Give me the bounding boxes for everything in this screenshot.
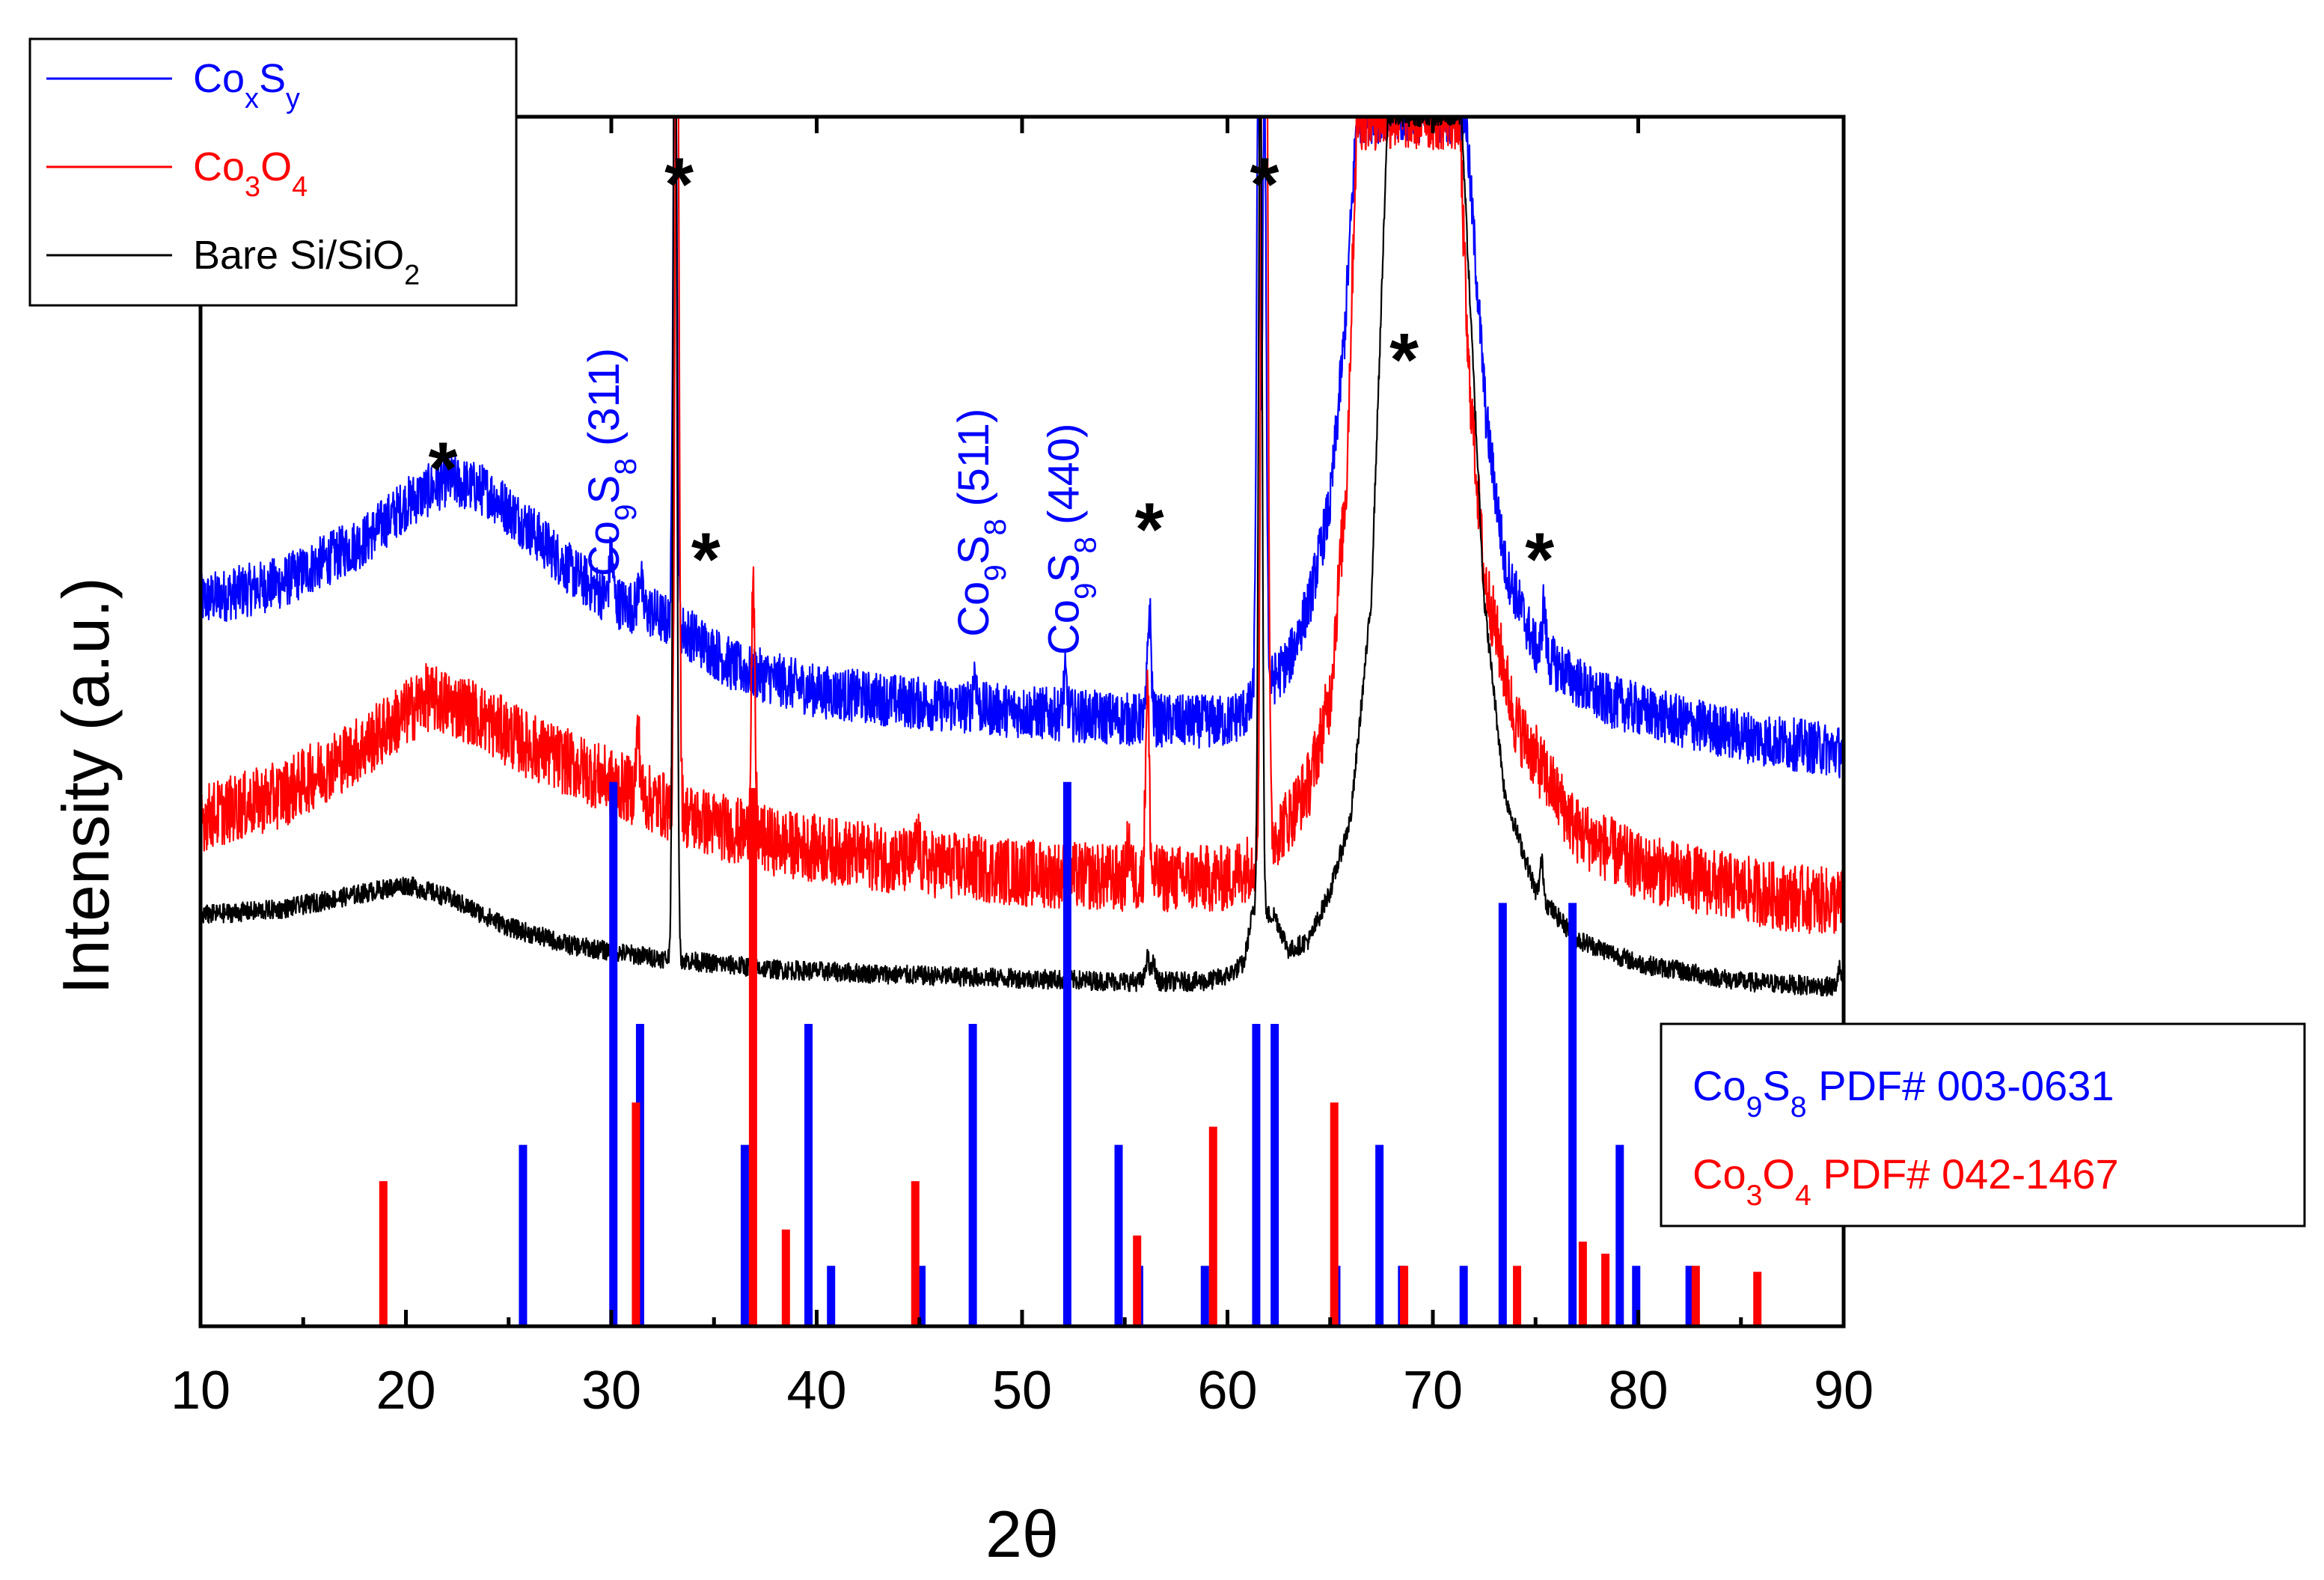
substrate-peak-marker: * [1525,518,1554,602]
reference-bars [379,781,1762,1326]
x-axis-title: 2θ [985,1497,1059,1571]
series-line-coxsy [201,117,1844,778]
x-tick-label: 90 [1814,1361,1874,1421]
substrate-peak-marker: * [1389,318,1419,402]
substrate-peak-marker: * [664,143,694,227]
legend-label: CoxSy [193,56,300,115]
peak-annotation: Co9S8 (311) [580,348,643,576]
x-tick-label: 10 [171,1361,230,1421]
legend-box [28,37,518,307]
x-tick-label: 80 [1608,1361,1668,1421]
x-tick-label: 40 [786,1361,846,1421]
substrate-peak-marker: * [1250,143,1279,227]
substrate-peak-marker: * [691,518,721,602]
x-tick-label: 50 [992,1361,1052,1421]
series-legend: CoxSy Co3O4 Bare Si/SiO2 [28,37,518,307]
y-axis-title: Intensity (a.u.) [49,577,123,995]
legend-label: Co3O4 [193,144,308,203]
reference-legend-label: Co9S8 PDF# 003-0631 [1692,1062,2114,1123]
peak-annotation: Co9S8 (440) [1040,424,1103,656]
reference-legend: Co9S8 PDF# 003-0631 Co3O4 PDF# 042-1467 [1660,1022,2306,1227]
legend-label: Bare Si/SiO2 [193,233,420,291]
x-tick-label: 70 [1403,1361,1463,1421]
x-tick-label: 20 [376,1361,435,1421]
reference-legend-box [1660,1022,2306,1227]
x-axis: 10 20 30 40 50 60 70 80 90 [171,117,1874,1421]
x-tick-label: 60 [1197,1361,1257,1421]
reference-legend-label: Co3O4 PDF# 042-1467 [1692,1150,2119,1212]
peak-annotation: Co9S8 (511) [950,409,1012,637]
annotations: Co9S8 (311) Co9S8 (511) Co9S8 (440) * * * * * * * [428,143,1554,655]
series-line-co3o4 [201,117,1844,934]
substrate-peak-marker: * [1135,487,1164,571]
substrate-peak-marker: * [428,427,457,510]
x-tick-label: 30 [581,1361,641,1421]
